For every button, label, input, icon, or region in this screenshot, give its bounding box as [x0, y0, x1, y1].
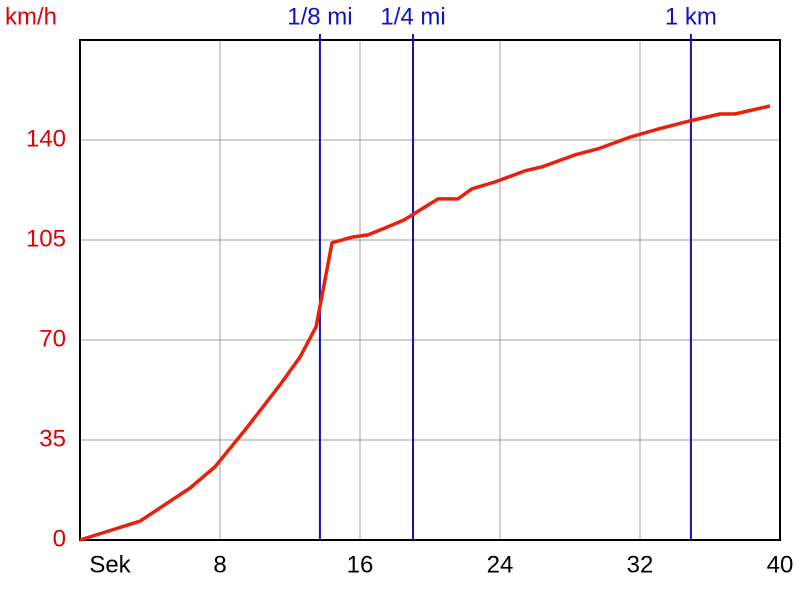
- y-tick-label: 105: [26, 225, 66, 252]
- plot-frame: [79, 39, 781, 541]
- distance-marker-label: 1 km: [665, 3, 717, 30]
- y-tick-label: 70: [39, 325, 66, 352]
- x-tick-label: 8: [213, 551, 226, 578]
- speed-line: [79, 104, 771, 542]
- distance-marker-label: 1/8 mi: [287, 3, 352, 30]
- distance-marker-label: 1/4 mi: [380, 3, 445, 30]
- y-tick-label: 35: [39, 425, 66, 452]
- x-tick-label: 32: [627, 551, 654, 578]
- x-tick-label: 24: [487, 551, 514, 578]
- y-tick-label: 140: [26, 125, 66, 152]
- y-tick-label: 0: [53, 525, 66, 552]
- x-tick-label: Sek: [89, 551, 131, 578]
- y-axis-label: km/h: [5, 3, 57, 30]
- x-tick-label: 16: [347, 551, 374, 578]
- x-tick-label: 40: [767, 551, 794, 578]
